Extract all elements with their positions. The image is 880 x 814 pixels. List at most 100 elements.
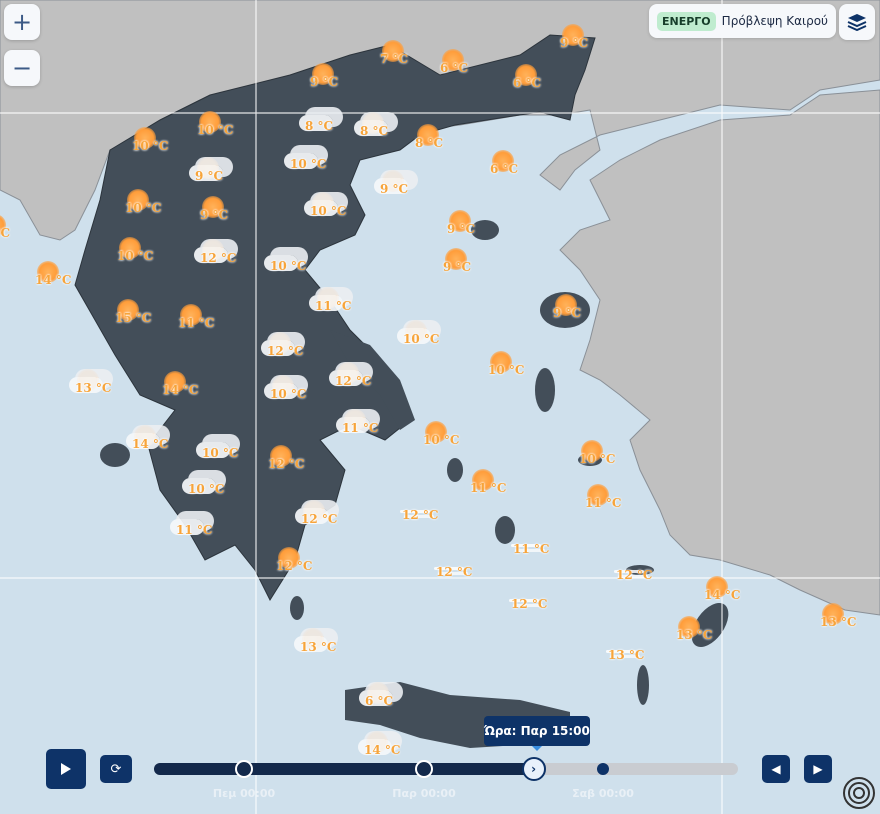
- weather-marker[interactable]: 11 °C: [464, 465, 524, 509]
- timeline-day-marker[interactable]: [597, 763, 609, 775]
- cloud-icon: [182, 478, 216, 494]
- timeline-handle[interactable]: ›: [521, 757, 546, 781]
- weather-marker[interactable]: 9 °C: [554, 20, 614, 64]
- play-button[interactable]: [46, 749, 86, 789]
- temperature-label: 6 °C: [513, 76, 542, 90]
- temperature-label: 11 °C: [585, 496, 622, 510]
- weather-marker[interactable]: 13 °C: [294, 624, 354, 668]
- temperature-label: 7 °C: [380, 52, 409, 66]
- sun-icon: [515, 64, 537, 86]
- layers-button[interactable]: [839, 4, 875, 40]
- active-layer-pill[interactable]: ΕΝΕΡΓΟ Πρόβλεψη Καιρού: [649, 4, 836, 38]
- weather-marker[interactable]: 13 °C: [602, 632, 662, 676]
- temperature-label: 9 °C: [560, 36, 589, 50]
- weather-marker[interactable]: 12 °C: [610, 552, 670, 596]
- weather-marker[interactable]: 13 °C: [670, 612, 730, 656]
- weather-marker[interactable]: 10 °C: [482, 347, 542, 391]
- weather-marker[interactable]: 10 °C: [191, 107, 251, 151]
- weather-marker[interactable]: 10 °C: [126, 123, 186, 167]
- weather-marker[interactable]: 10 °C: [284, 141, 344, 185]
- weather-marker[interactable]: 11 °C: [170, 507, 230, 551]
- temperature-label: 13 °C: [820, 615, 857, 629]
- cloud-icon: [295, 508, 329, 524]
- weather-marker[interactable]: 12 °C: [194, 235, 254, 279]
- weather-marker[interactable]: 10 °C: [304, 188, 364, 232]
- timeline-day-marker[interactable]: [235, 760, 253, 778]
- weather-marker[interactable]: 9 °C: [374, 166, 434, 210]
- weather-marker[interactable]: 11 °C: [579, 480, 639, 524]
- temperature-label: 9 °C: [310, 75, 339, 89]
- weather-marker[interactable]: 10 °C: [196, 430, 256, 474]
- weather-marker[interactable]: 10 °C: [119, 185, 179, 229]
- weather-marker[interactable]: 12 °C: [396, 492, 456, 536]
- temperature-label: 15 °C: [115, 311, 152, 325]
- temperature-label: 10 °C: [270, 259, 307, 273]
- weather-marker[interactable]: 10 °C: [417, 417, 477, 461]
- step-forward-button[interactable]: ▶: [804, 755, 832, 783]
- weather-marker[interactable]: 11 °C: [336, 405, 396, 449]
- weather-marker[interactable]: 14 °C: [698, 572, 758, 616]
- weather-marker[interactable]: 13 °C: [814, 599, 874, 643]
- weather-marker[interactable]: 14 °C: [29, 257, 89, 301]
- weather-marker[interactable]: 14 °C: [358, 727, 418, 771]
- weather-marker[interactable]: 12 °C: [329, 358, 389, 402]
- sun-icon: [119, 237, 141, 259]
- weather-marker[interactable]: 10 °C: [264, 371, 324, 415]
- weather-marker[interactable]: 9 °C: [304, 59, 364, 103]
- weather-marker[interactable]: 8 °C: [409, 120, 469, 164]
- loop-button[interactable]: ⟳: [100, 755, 132, 783]
- weather-marker[interactable]: 10 °C: [397, 316, 457, 360]
- sun-icon: [425, 421, 447, 443]
- weather-marker[interactable]: 6 °C: [507, 60, 567, 104]
- weather-marker[interactable]: 15 °C: [109, 295, 169, 339]
- cloud-icon: [189, 165, 223, 181]
- weather-marker[interactable]: 9 °C: [547, 290, 607, 334]
- weather-marker[interactable]: 9 °C: [437, 244, 497, 288]
- weather-marker[interactable]: 6 °C: [434, 45, 494, 89]
- weather-marker[interactable]: 14 °C: [126, 421, 186, 465]
- island-andros: [447, 458, 463, 482]
- weather-marker[interactable]: 11 °C: [507, 526, 567, 570]
- weather-marker[interactable]: 14 °C: [156, 367, 216, 411]
- weather-marker[interactable]: 12 °C: [430, 549, 490, 593]
- temperature-label: 9 °C: [380, 182, 409, 196]
- weather-marker[interactable]: 12 °C: [261, 328, 321, 372]
- sun-icon: [492, 150, 514, 172]
- weather-marker[interactable]: 10 °C: [573, 436, 633, 480]
- weather-marker[interactable]: 12 °C: [295, 496, 355, 540]
- cloud-icon: [309, 295, 343, 311]
- weather-marker[interactable]: 12 °C: [505, 581, 565, 625]
- temperature-label: 6 °C: [365, 694, 394, 708]
- temperature-label: 12 °C: [267, 344, 304, 358]
- weather-marker[interactable]: 11 °C: [309, 283, 369, 327]
- weather-marker[interactable]: 8 °C: [354, 108, 414, 152]
- weather-marker[interactable]: 9 °C: [194, 192, 254, 236]
- weather-marker[interactable]: 9 °C: [189, 153, 249, 197]
- timeline-slider[interactable]: ›: [154, 757, 738, 781]
- weather-marker[interactable]: 10 °C: [264, 243, 324, 287]
- weather-marker[interactable]: 13 °C: [69, 365, 129, 409]
- temperature-label: 14 °C: [132, 437, 169, 451]
- weather-marker[interactable]: 12 °C: [262, 441, 322, 485]
- weather-marker[interactable]: 4 °C: [0, 210, 36, 254]
- cloud-icon: [126, 433, 160, 449]
- weather-marker[interactable]: 7 °C: [374, 36, 434, 80]
- step-back-button[interactable]: ◀: [762, 755, 790, 783]
- weather-marker[interactable]: 9 °C: [441, 206, 501, 250]
- weather-marker[interactable]: 6 °C: [484, 146, 544, 190]
- weather-marker[interactable]: 11 °C: [172, 300, 232, 344]
- temperature-label: 9 °C: [553, 306, 582, 320]
- timeline-day-marker[interactable]: [415, 760, 433, 778]
- weather-marker[interactable]: 8 °C: [299, 103, 359, 147]
- weather-marker[interactable]: 10 °C: [182, 466, 242, 510]
- sun-icon: [180, 304, 202, 326]
- zoom-out-button[interactable]: −: [4, 50, 40, 86]
- weather-marker[interactable]: 12 °C: [270, 543, 330, 587]
- temperature-label: 6 °C: [490, 162, 519, 176]
- sun-icon: [822, 603, 844, 625]
- weather-marker[interactable]: 10 °C: [111, 233, 171, 277]
- weather-marker[interactable]: 6 °C: [359, 678, 419, 722]
- zoom-in-button[interactable]: +: [4, 4, 40, 40]
- cloud-icon: [359, 690, 393, 706]
